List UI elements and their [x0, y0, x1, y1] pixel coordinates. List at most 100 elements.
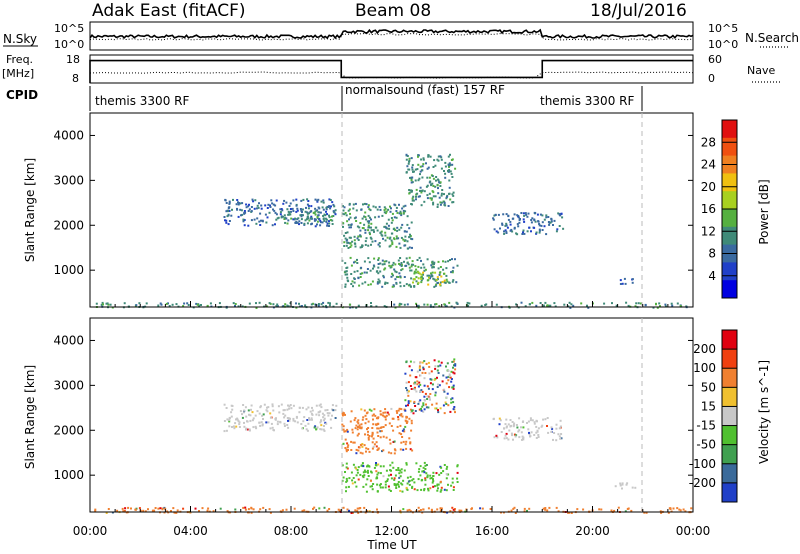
range-cell [432, 266, 435, 269]
range-cell [437, 411, 440, 414]
range-cell [507, 218, 510, 221]
range-cell [672, 507, 675, 510]
range-cell [354, 202, 357, 205]
range-cell [436, 484, 439, 487]
range-cell [296, 221, 299, 224]
time-axis-label: Time UT [366, 538, 417, 552]
range-cell [367, 224, 370, 227]
range-cell [434, 485, 436, 488]
range-cell [419, 399, 422, 402]
range-cell [418, 272, 421, 275]
range-cell [427, 361, 430, 364]
range-cell [408, 236, 411, 239]
range-cell [266, 207, 269, 209]
range-cell [407, 263, 410, 266]
range-cell [627, 304, 630, 307]
range-cell [305, 428, 308, 431]
range-cell [431, 275, 434, 278]
range-cell [258, 301, 261, 304]
range-cell [434, 391, 437, 394]
range-cell [372, 413, 375, 416]
range-cell [398, 228, 401, 231]
range-cell [165, 302, 168, 305]
range-cell [394, 278, 397, 281]
range-cell [413, 402, 416, 404]
range-cell [568, 301, 571, 304]
range-cell [382, 411, 385, 414]
range-cell [329, 219, 332, 222]
range-cell [344, 285, 347, 288]
range-cell [421, 390, 424, 393]
range-cell [421, 176, 424, 179]
range-cell [370, 222, 373, 225]
range-cell [105, 302, 108, 305]
range-cell [349, 420, 352, 423]
range-cell [224, 219, 226, 222]
range-cell [505, 230, 508, 233]
range-cell [393, 216, 396, 219]
range-cell [450, 378, 453, 380]
range-cell [406, 261, 409, 264]
range-cell [427, 406, 430, 409]
range-cell [280, 403, 283, 406]
range-cell [359, 451, 362, 454]
range-cell [335, 404, 338, 407]
range-cell [287, 404, 289, 407]
range-cell [363, 506, 366, 509]
range-cell [364, 281, 367, 284]
range-cell [105, 512, 108, 514]
range-cell [346, 273, 349, 276]
range-cell [267, 421, 270, 424]
range-cell [250, 506, 253, 509]
xtick-label: 20:00 [575, 524, 610, 538]
range-cell [325, 305, 327, 307]
range-cell [341, 222, 344, 225]
range-cell [371, 240, 374, 243]
range-cell [538, 224, 541, 227]
range-cell [243, 421, 245, 424]
range-cell [400, 433, 403, 436]
range-cell [323, 419, 325, 422]
range-cell [409, 385, 412, 387]
range-cell [352, 285, 354, 288]
freq-line [89, 59, 693, 83]
range-cell [406, 240, 409, 243]
range-cell [435, 402, 438, 405]
range-cell [553, 432, 556, 434]
range-cell [450, 398, 453, 401]
range-cell [427, 507, 430, 510]
range-cell [382, 276, 385, 279]
range-cell [479, 507, 482, 510]
range-cell [275, 213, 278, 216]
range-cell [403, 260, 405, 263]
range-cell [503, 230, 505, 233]
range-cell [416, 370, 419, 373]
range-cell [619, 283, 622, 285]
range-cell [406, 165, 409, 168]
range-cell [366, 220, 369, 223]
range-cell [432, 191, 435, 194]
range-cell [408, 266, 411, 269]
range-cell [507, 438, 510, 441]
range-cell [523, 507, 526, 510]
range-cell [526, 422, 528, 424]
range-cell [395, 487, 398, 489]
range-cell [671, 304, 674, 307]
range-cell [373, 466, 376, 469]
range-cell [421, 361, 424, 364]
range-cell [397, 481, 400, 483]
range-cell [404, 204, 407, 207]
range-cell [418, 256, 421, 259]
range-cell [276, 420, 279, 423]
range-cell [307, 217, 309, 220]
range-cell [376, 431, 379, 434]
range-cell [416, 259, 419, 261]
range-cell [520, 301, 523, 304]
range-cell [237, 305, 240, 308]
range-cell [272, 303, 275, 306]
range-cell [280, 216, 283, 219]
range-cell [420, 409, 423, 412]
range-cell [615, 304, 618, 307]
range-cell [265, 421, 268, 424]
range-cell [351, 482, 354, 485]
